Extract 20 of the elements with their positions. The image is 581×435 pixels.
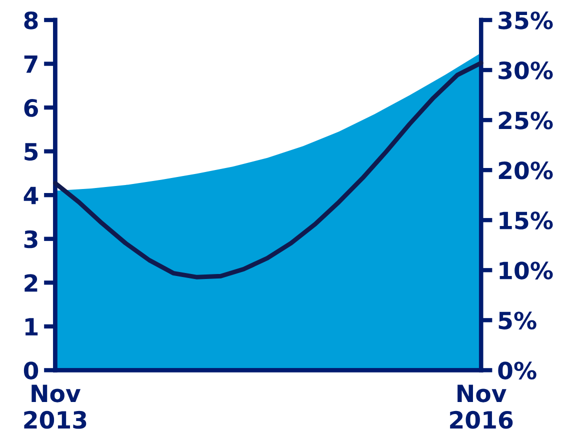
y-tick-label: 1 <box>25 318 38 336</box>
y2-tick-label: 20% <box>498 162 553 180</box>
y2-tick-label: 15% <box>500 212 553 230</box>
line-series <box>52 60 484 280</box>
y-tick-label: 4 <box>24 186 38 204</box>
y2-tick-label: 25% <box>498 112 553 130</box>
x-tick-label: Nov 2016 <box>450 384 513 429</box>
y2-tick-label: 0% <box>498 362 536 380</box>
y2-tick-label: 35% <box>498 11 553 30</box>
x-tick-label: Nov 2013 <box>24 384 86 429</box>
y-tick-label: 6 <box>24 99 38 117</box>
y-tick-label: 7 <box>24 56 38 73</box>
y2-tick-label: 10% <box>500 262 553 280</box>
y2-tick-label: 30% <box>498 61 553 80</box>
y-tick-label: 8 <box>24 11 38 30</box>
y-tick-label: 2 <box>24 274 38 292</box>
y-tick-label: 5 <box>24 143 38 161</box>
y-tick-label: 0 <box>24 362 38 380</box>
y2-tick-label: 5% <box>498 312 536 330</box>
y-tick-label: 3 <box>24 230 38 248</box>
